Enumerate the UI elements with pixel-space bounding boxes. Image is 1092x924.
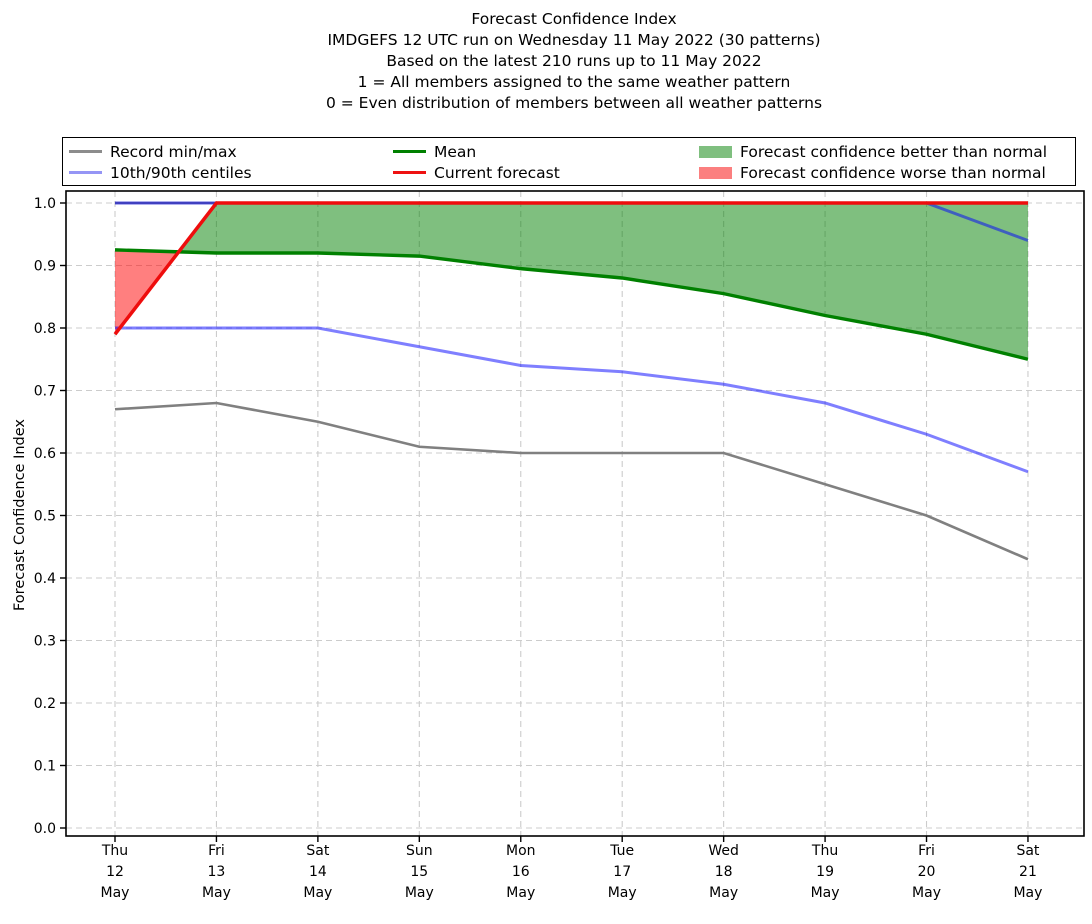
- chart-title-block: Forecast Confidence Index IMDGEFS 12 UTC…: [56, 9, 1092, 114]
- y-tick-label: 0.0: [34, 821, 56, 837]
- x-tick-label: Sat: [306, 843, 329, 859]
- series-record-min-line: [114, 401, 1029, 561]
- x-tick-label: May: [405, 885, 434, 901]
- y-tick-label: 0.2: [34, 696, 56, 712]
- current-forecast-line-swatch: [393, 171, 426, 174]
- legend-item-better-than-normal: Forecast confidence better than normal: [699, 141, 1047, 162]
- legend-item-worse-than-normal: Forecast confidence worse than normal: [699, 162, 1047, 183]
- x-tick-label: 16: [512, 864, 530, 880]
- x-tick-label: 17: [613, 864, 631, 880]
- x-tick-label: Tue: [609, 843, 634, 859]
- centiles-line-swatch: [69, 171, 102, 174]
- legend-item-current-forecast: Current forecast: [393, 162, 560, 183]
- x-tick-label: 18: [715, 864, 733, 880]
- legend-label-centiles: 10th/90th centiles: [110, 163, 252, 182]
- series-centile-10-line: [115, 326, 1029, 474]
- series-current-forecast-line: [113, 201, 1028, 336]
- y-tick-label: 0.6: [34, 446, 56, 462]
- x-tick-label: 12: [106, 864, 124, 880]
- x-tick-label: 13: [208, 864, 226, 880]
- y-tick-label: 0.8: [34, 321, 56, 337]
- x-tick-label: 14: [309, 864, 327, 880]
- chart-subtitle-basis: Based on the latest 210 runs up to 11 Ma…: [386, 52, 762, 70]
- x-tick-label: Fri: [918, 843, 935, 859]
- series-mean-line: [114, 248, 1029, 361]
- x-tick-label: 21: [1019, 864, 1037, 880]
- legend-item-record-minmax: Record min/max: [69, 141, 252, 162]
- x-tick-label: Wed: [708, 843, 739, 859]
- better-than-normal-patch-swatch: [699, 145, 732, 158]
- y-tick-label: 0.3: [34, 634, 56, 650]
- x-tick-label: May: [506, 885, 535, 901]
- x-tick-label: May: [912, 885, 941, 901]
- x-tick-label: Thu: [101, 843, 128, 859]
- plot-border: [65, 190, 1085, 837]
- x-tick-label: May: [1013, 885, 1042, 901]
- x-tick-label: May: [811, 885, 840, 901]
- chart-title: Forecast Confidence Index: [471, 10, 677, 28]
- band-better-fill: [178, 203, 1028, 360]
- chart-subtitle-scale-one: 1 = All members assigned to the same wea…: [357, 73, 791, 91]
- record-minmax-line-swatch: [69, 150, 102, 153]
- x-tick-label: May: [709, 885, 738, 901]
- x-tick-label: May: [101, 885, 130, 901]
- x-tick-label: 19: [816, 864, 834, 880]
- y-axis-label: Forecast Confidence Index: [12, 418, 28, 612]
- legend-item-mean: Mean: [393, 141, 560, 162]
- y-tick-label: 0.1: [34, 759, 56, 775]
- legend-label-record-minmax: Record min/max: [110, 142, 237, 161]
- x-tick-label: Fri: [208, 843, 225, 859]
- x-tick-label: Sun: [406, 843, 433, 859]
- legend-label-current-forecast: Current forecast: [434, 163, 560, 182]
- legend-column-2: Mean Current forecast: [393, 141, 560, 183]
- y-tick-label: 0.5: [34, 509, 56, 525]
- worse-than-normal-patch-swatch: [699, 166, 732, 179]
- x-tick-label: Thu: [811, 843, 838, 859]
- legend-label-worse-than-normal: Forecast confidence worse than normal: [740, 163, 1046, 182]
- x-tick-label: Sat: [1016, 843, 1039, 859]
- chart-subtitle-run: IMDGEFS 12 UTC run on Wednesday 11 May 2…: [327, 31, 821, 49]
- x-tick-label: 15: [410, 864, 428, 880]
- x-tick-label: May: [303, 885, 332, 901]
- x-tick-label: Mon: [506, 843, 536, 859]
- x-tick-label: May: [608, 885, 637, 901]
- legend-label-better-than-normal: Forecast confidence better than normal: [740, 142, 1048, 161]
- legend-item-centiles: 10th/90th centiles: [69, 162, 252, 183]
- legend-column-1: Record min/max 10th/90th centiles: [69, 141, 252, 183]
- chart-subtitle-scale-zero: 0 = Even distribution of members between…: [325, 94, 823, 112]
- y-tick-label: 0.9: [34, 259, 56, 275]
- mean-line-swatch: [393, 150, 426, 153]
- y-tick-label: 1.0: [34, 196, 56, 212]
- y-tick-label: 0.7: [34, 384, 56, 400]
- y-tick-label: 0.4: [34, 571, 56, 587]
- legend-column-3: Forecast confidence better than normal F…: [699, 141, 1047, 183]
- legend: Record min/max 10th/90th centiles Mean C…: [62, 137, 1076, 186]
- x-tick-label: May: [202, 885, 231, 901]
- x-tick-label: 20: [918, 864, 936, 880]
- legend-label-mean: Mean: [434, 142, 477, 161]
